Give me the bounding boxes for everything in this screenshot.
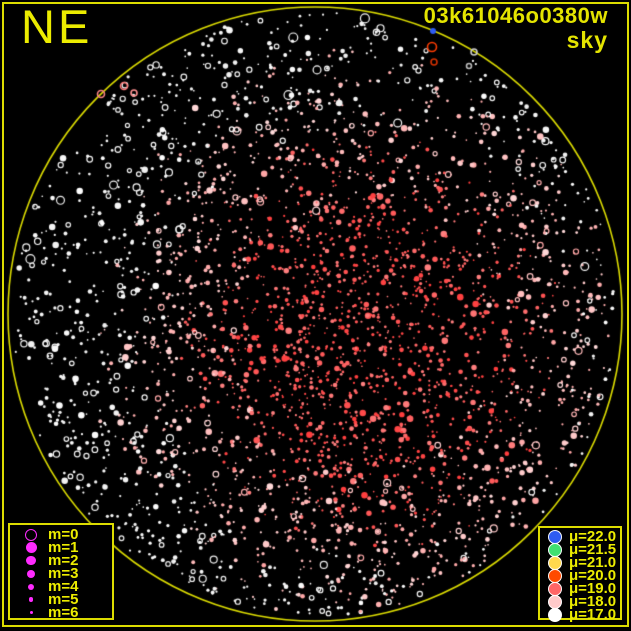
orientation-label: NE <box>21 0 93 53</box>
legend-label: μ=22.0 <box>569 528 617 545</box>
mu-swatch-icon <box>548 542 562 557</box>
legend-row: μ=21.0 <box>545 554 620 571</box>
legend-row: μ=22.0 <box>545 528 620 545</box>
legend-row: μ=19.0 <box>545 580 620 597</box>
magnitude-marker-dot-icon <box>26 555 36 566</box>
legend-row: μ=17.0 <box>545 606 620 623</box>
legend-label: μ=21.5 <box>569 541 617 558</box>
mu-swatch-icon <box>548 607 562 622</box>
magnitude-marker-dot-icon <box>29 611 33 614</box>
legend-label: m=1 <box>48 539 79 556</box>
legend-label: μ=17.0 <box>569 606 617 623</box>
mu-legend: μ=22.0 μ=21.5 μ=21.0 μ=20.0 μ=19.0 μ=18.… <box>538 526 622 623</box>
magnitude-marker-dot-icon <box>25 542 37 553</box>
magnitude-legend: m=0 m=1 m=2 m=3 m=4 m=5 m=6 <box>8 523 114 620</box>
magnitude-marker-dot-icon <box>28 597 34 602</box>
legend-row: m=5 <box>18 591 112 608</box>
legend-label: μ=18.0 <box>569 593 617 610</box>
mu-swatch-icon <box>548 529 562 544</box>
legend-row: m=1 <box>18 539 112 556</box>
legend-row: μ=18.0 <box>545 593 620 610</box>
legend-label: m=0 <box>48 526 79 543</box>
legend-row: m=3 <box>18 565 112 582</box>
plot-header: 03k61046o0380w sky <box>424 5 608 52</box>
legend-label: m=4 <box>48 578 79 595</box>
magnitude-marker-dot-icon <box>27 569 35 578</box>
legend-label: m=2 <box>48 552 79 569</box>
legend-row: m=6 <box>18 604 112 621</box>
legend-label: m=3 <box>48 565 79 582</box>
mu-swatch-icon <box>548 555 562 570</box>
mu-swatch-icon <box>548 581 562 596</box>
magnitude-marker-dot-icon <box>28 583 34 590</box>
legend-row: m=0 <box>18 526 112 543</box>
legend-label: μ=21.0 <box>569 554 617 571</box>
mu-swatch-icon <box>548 568 562 583</box>
legend-label: m=5 <box>48 591 79 608</box>
mu-swatch-icon <box>548 594 562 609</box>
legend-label: μ=20.0 <box>569 567 617 584</box>
legend-row: m=4 <box>18 578 112 595</box>
legend-label: m=6 <box>48 604 79 621</box>
legend-row: m=2 <box>18 552 112 569</box>
magnitude-marker-ring-icon <box>25 528 37 541</box>
plot-subtitle: sky <box>566 27 608 53</box>
plot-title: 03k61046o0380w <box>423 3 608 28</box>
legend-row: μ=20.0 <box>545 567 620 584</box>
legend-label: μ=19.0 <box>569 580 617 597</box>
